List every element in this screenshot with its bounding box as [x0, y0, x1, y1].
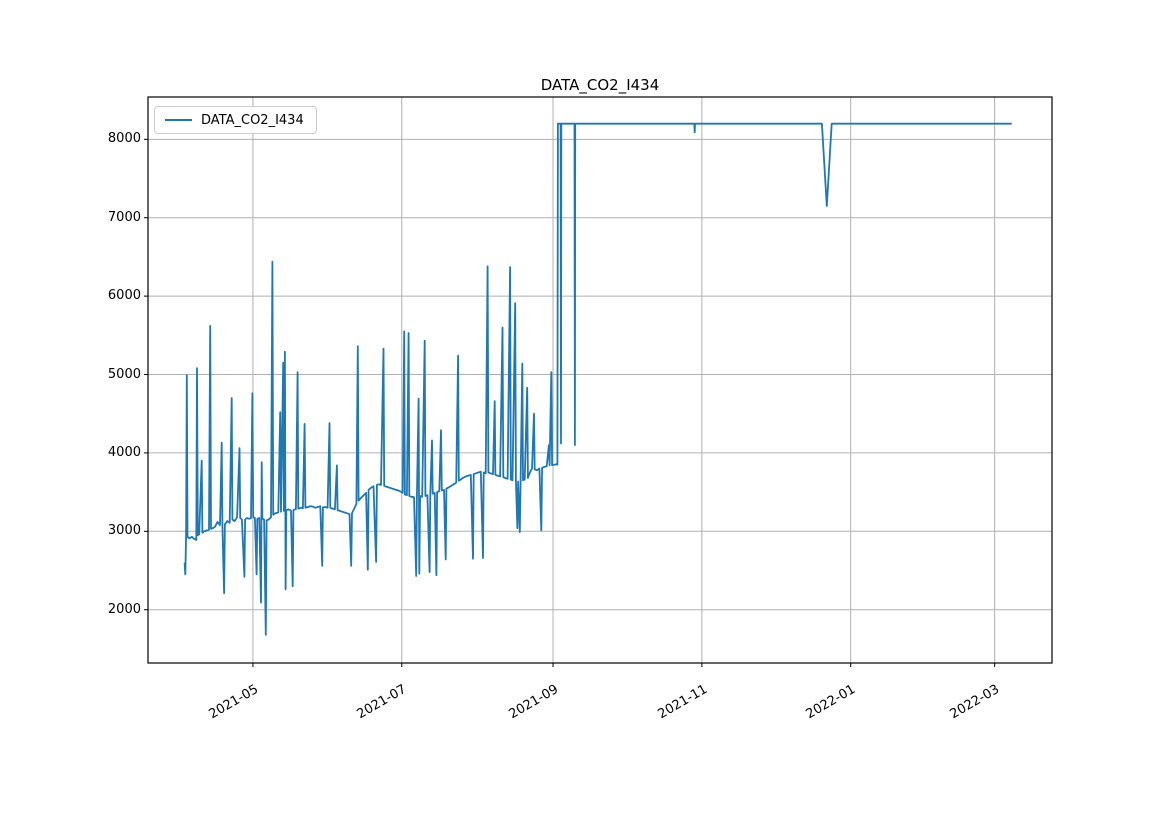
y-tick-label: 5000	[107, 366, 141, 382]
legend-label: DATA_CO2_I434	[201, 112, 304, 128]
legend: DATA_CO2_I434	[154, 106, 317, 134]
y-tick-label: 8000	[107, 131, 141, 147]
y-tick-label: 6000	[107, 288, 141, 304]
chart-title: DATA_CO2_I434	[540, 76, 660, 94]
y-tick-label: 4000	[107, 444, 141, 460]
y-tick-label: 7000	[107, 209, 141, 225]
plot-background	[148, 97, 1052, 663]
axes-spines	[147, 96, 1053, 664]
y-tick-label: 2000	[107, 601, 141, 617]
legend-line-sample	[165, 118, 192, 122]
data-line-DATA_CO2_I434	[183, 122, 1012, 636]
y-tick-label: 3000	[107, 523, 141, 539]
